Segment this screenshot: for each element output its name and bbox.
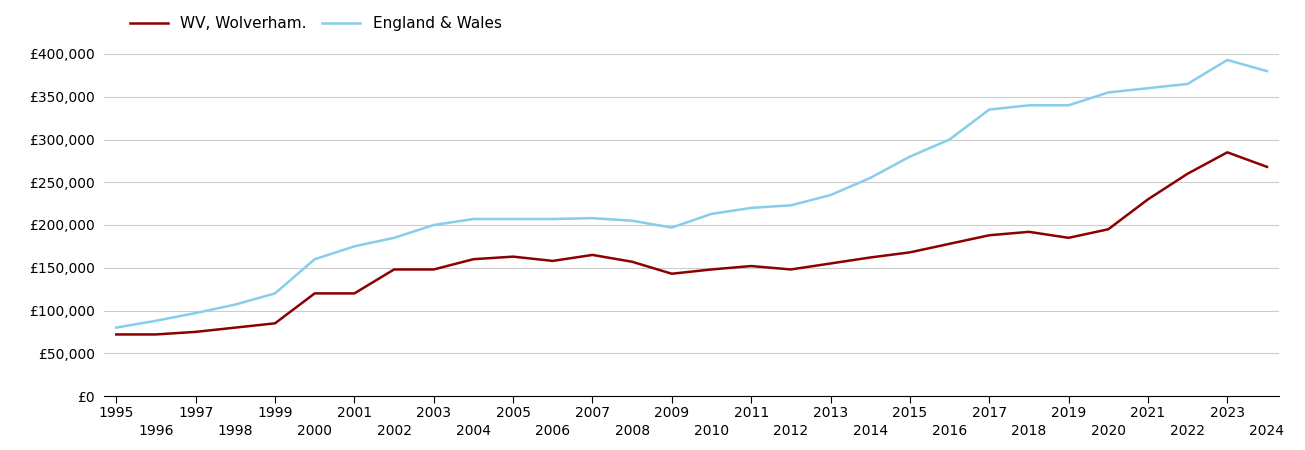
WV, Wolverham. — [744, 263, 760, 269]
England & Wales — [783, 202, 799, 208]
WV, Wolverham. — [307, 291, 322, 296]
England & Wales — [425, 222, 441, 228]
WV, Wolverham. — [1219, 149, 1235, 155]
England & Wales — [188, 310, 204, 316]
WV, Wolverham. — [386, 267, 402, 272]
England & Wales — [268, 291, 283, 296]
WV, Wolverham. — [822, 261, 838, 266]
England & Wales — [624, 218, 639, 223]
Line: England & Wales: England & Wales — [116, 60, 1267, 328]
England & Wales — [863, 176, 878, 181]
WV, Wolverham. — [1141, 197, 1156, 202]
WV, Wolverham. — [149, 332, 164, 337]
England & Wales — [1219, 57, 1235, 63]
WV, Wolverham. — [505, 254, 521, 259]
WV, Wolverham. — [1100, 226, 1116, 232]
England & Wales — [1180, 81, 1195, 86]
WV, Wolverham. — [863, 255, 878, 260]
WV, Wolverham. — [227, 325, 243, 330]
England & Wales — [585, 216, 600, 221]
England & Wales — [703, 211, 719, 216]
England & Wales — [902, 154, 917, 159]
England & Wales — [981, 107, 997, 112]
England & Wales — [822, 193, 838, 198]
Legend: WV, Wolverham., England & Wales: WV, Wolverham., England & Wales — [124, 10, 508, 37]
WV, Wolverham. — [664, 271, 680, 276]
WV, Wolverham. — [703, 267, 719, 272]
Line: WV, Wolverham.: WV, Wolverham. — [116, 152, 1267, 334]
WV, Wolverham. — [1061, 235, 1077, 240]
England & Wales — [1021, 103, 1036, 108]
England & Wales — [149, 318, 164, 324]
WV, Wolverham. — [347, 291, 363, 296]
England & Wales — [1100, 90, 1116, 95]
WV, Wolverham. — [466, 256, 482, 262]
England & Wales — [386, 235, 402, 240]
WV, Wolverham. — [188, 329, 204, 335]
England & Wales — [466, 216, 482, 222]
England & Wales — [1061, 103, 1077, 108]
England & Wales — [664, 225, 680, 230]
England & Wales — [744, 205, 760, 211]
WV, Wolverham. — [108, 332, 124, 337]
England & Wales — [108, 325, 124, 330]
WV, Wolverham. — [981, 233, 997, 238]
WV, Wolverham. — [1180, 171, 1195, 176]
England & Wales — [942, 137, 958, 142]
WV, Wolverham. — [545, 258, 561, 264]
WV, Wolverham. — [1021, 229, 1036, 234]
England & Wales — [227, 302, 243, 307]
WV, Wolverham. — [425, 267, 441, 272]
England & Wales — [505, 216, 521, 222]
WV, Wolverham. — [585, 252, 600, 257]
England & Wales — [307, 256, 322, 262]
WV, Wolverham. — [1259, 164, 1275, 170]
WV, Wolverham. — [942, 241, 958, 247]
England & Wales — [347, 244, 363, 249]
WV, Wolverham. — [783, 267, 799, 272]
England & Wales — [1259, 68, 1275, 74]
WV, Wolverham. — [268, 320, 283, 326]
England & Wales — [545, 216, 561, 222]
WV, Wolverham. — [902, 250, 917, 255]
WV, Wolverham. — [624, 259, 639, 265]
England & Wales — [1141, 86, 1156, 91]
